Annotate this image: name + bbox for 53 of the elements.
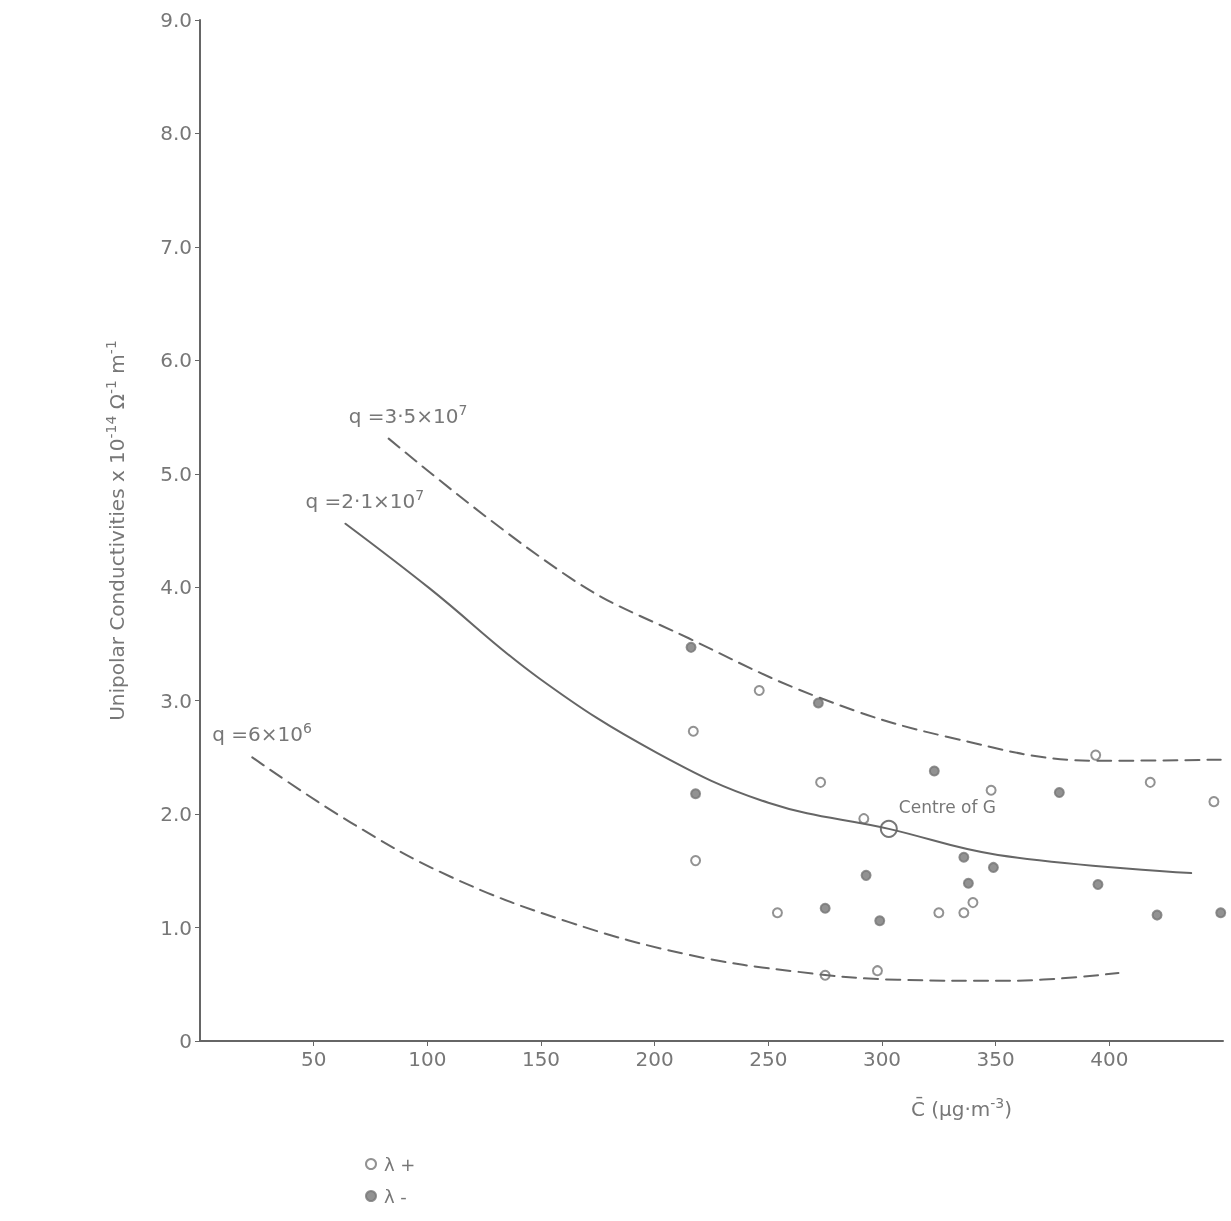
y-tick-label: 2.0 <box>160 802 192 827</box>
point <box>987 861 999 873</box>
x-tick-label: 150 <box>521 1047 561 1071</box>
point <box>687 725 699 737</box>
point <box>928 765 940 777</box>
y-axis-title: Unipolar Conductivities x 10-14 Ω-1 m-1 <box>103 340 129 721</box>
point <box>1090 749 1102 761</box>
y-tick-label: 4.0 <box>160 575 192 600</box>
y-tick-label: 8.0 <box>160 121 192 146</box>
y-tick-label: 5.0 <box>160 461 192 486</box>
y-tick-label: 6.0 <box>160 348 192 373</box>
y-tick-label: 3.0 <box>160 688 192 713</box>
point <box>812 697 824 709</box>
x-tick-label: 200 <box>635 1047 674 1071</box>
point <box>1151 909 1163 921</box>
point <box>815 776 827 788</box>
point <box>958 907 970 919</box>
point <box>1215 907 1227 919</box>
legend-label: λ - <box>384 1185 407 1207</box>
x-tick-label: 250 <box>749 1047 788 1071</box>
y-tick-label: 0 <box>179 1029 192 1053</box>
point <box>1208 796 1220 808</box>
point <box>690 855 702 867</box>
x-tick-label: 300 <box>862 1047 902 1071</box>
point <box>967 897 979 909</box>
point <box>1053 787 1065 799</box>
point <box>858 813 870 825</box>
point <box>1144 776 1156 788</box>
point <box>958 851 970 863</box>
y-tick-label: 7.0 <box>160 234 192 259</box>
point <box>860 869 872 881</box>
point <box>933 907 945 919</box>
x-tick-label: 100 <box>408 1047 447 1071</box>
y-tick-label: 9.0 <box>160 8 192 32</box>
point <box>879 819 898 838</box>
point <box>753 684 765 696</box>
x-tick-label: 400 <box>1090 1047 1129 1071</box>
legend-label: λ + <box>384 1153 416 1175</box>
line-series <box>344 522 1193 875</box>
point <box>690 788 702 800</box>
annotation: Centre of G <box>898 797 997 818</box>
point <box>871 965 883 977</box>
point <box>1092 878 1104 890</box>
x-tick-label: 350 <box>976 1047 1015 1071</box>
point <box>685 641 697 653</box>
y-tick-label: 1.0 <box>160 915 192 940</box>
point <box>819 902 831 914</box>
point <box>962 877 974 889</box>
point <box>985 784 997 796</box>
point <box>874 915 886 927</box>
line-series <box>251 756 1120 982</box>
point <box>771 907 783 919</box>
x-tick-label: 50 <box>300 1047 327 1071</box>
